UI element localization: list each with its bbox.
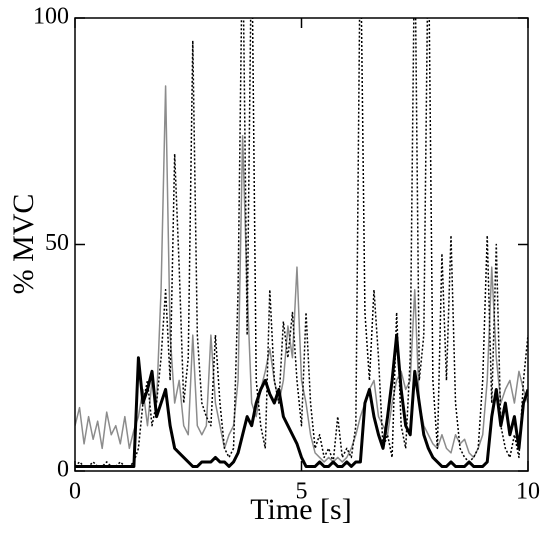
series-line bbox=[75, 85, 528, 463]
x-tick-label: 5 bbox=[296, 479, 308, 505]
y-tick-label: 100 bbox=[33, 4, 69, 30]
x-tick-label: 0 bbox=[69, 479, 81, 505]
y-axis-label: % MVC bbox=[7, 194, 40, 295]
x-tick-label: 10 bbox=[516, 479, 540, 505]
y-tick-label: 0 bbox=[57, 457, 69, 483]
x-axis-label: Time [s] bbox=[250, 493, 351, 526]
series-line bbox=[75, 18, 528, 468]
plot-lines bbox=[75, 18, 528, 468]
series-line bbox=[75, 333, 528, 468]
y-tick-label: 50 bbox=[45, 230, 69, 256]
